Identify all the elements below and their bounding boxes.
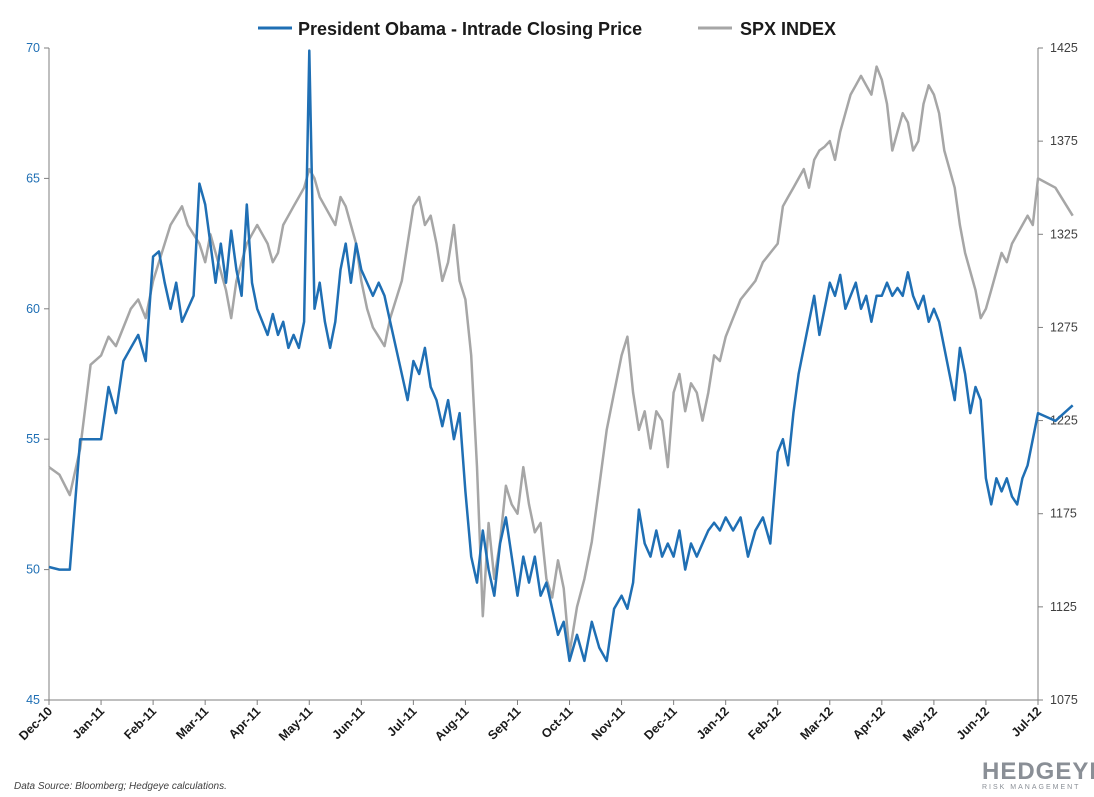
logo-wordmark: HEDGEYE — [982, 758, 1094, 785]
x-tick-label: Feb-12 — [745, 704, 783, 742]
series-line-obama — [48, 49, 1074, 663]
legend: President Obama - Intrade Closing Price … — [258, 19, 836, 39]
x-tick-label: Apr-11 — [226, 704, 263, 741]
y-right-tick-label: 1225 — [1050, 414, 1078, 428]
legend-label-obama: President Obama - Intrade Closing Price — [298, 19, 642, 39]
x-tick-label: Jul-11 — [385, 704, 420, 739]
logo-tagline: RISK MANAGEMENT — [982, 784, 1080, 791]
y-right-tick-label: 1175 — [1050, 507, 1077, 521]
x-tick-label: Sep-11 — [485, 704, 523, 742]
y-left-tick-label: 60 — [26, 302, 40, 316]
y-right-tick-label: 1375 — [1050, 134, 1078, 148]
y-right-tick-label: 1275 — [1050, 320, 1078, 334]
x-tick-label: Jun-12 — [954, 704, 992, 742]
y-right-tick-label: 1425 — [1050, 41, 1078, 55]
y-right-tick-label: 1125 — [1050, 600, 1077, 614]
x-tick-label: Jun-11 — [330, 704, 368, 742]
x-tick-label: Jan-11 — [70, 704, 107, 741]
axes — [48, 48, 1039, 701]
x-tick-label: May-11 — [276, 704, 315, 743]
y-right-tick-label: 1325 — [1050, 227, 1078, 241]
x-tick-label: Dec-11 — [641, 704, 679, 742]
plot-area — [48, 49, 1074, 663]
y-left-tick-label: 70 — [26, 41, 40, 55]
legend-label-spx: SPX INDEX — [740, 19, 836, 39]
x-tick-label: Mar-11 — [173, 704, 211, 742]
y-left-tick-label: 65 — [26, 171, 40, 185]
x-tick-label: Jan-12 — [694, 704, 732, 742]
series-line-spx — [48, 65, 1074, 655]
hedgeye-logo: HEDGEYE RISK MANAGEMENT — [982, 758, 1094, 791]
x-tick-label: Apr-12 — [850, 704, 888, 742]
y-left-tick-label: 50 — [26, 563, 40, 577]
x-tick-label: Jul-12 — [1009, 704, 1044, 739]
x-tick-label: Feb-11 — [121, 704, 159, 742]
x-tick-label: May-12 — [900, 704, 940, 744]
x-tick-label: Aug-11 — [432, 704, 471, 743]
x-tick-label: Nov-11 — [589, 704, 628, 743]
y-left-tick-label: 45 — [26, 693, 40, 707]
x-tick-label: Dec-10 — [16, 704, 55, 743]
x-tick-label: Oct-11 — [539, 704, 576, 741]
y-left-tick-label: 55 — [26, 432, 40, 446]
x-tick-label: Mar-12 — [798, 704, 836, 742]
x-ticks: Dec-10 Jan-11 Feb-11 Mar-11 Apr-11 May-11 Jun-… — [16, 700, 1044, 744]
y-left-ticks: 45 50 55 60 65 70 — [26, 41, 49, 707]
data-source-note: Data Source: Bloomberg; Hedgeye calculat… — [14, 781, 227, 792]
y-right-ticks: 1075 1125 1175 1225 1275 1325 1375 1425 — [1038, 41, 1078, 707]
y-right-tick-label: 1075 — [1050, 693, 1078, 707]
